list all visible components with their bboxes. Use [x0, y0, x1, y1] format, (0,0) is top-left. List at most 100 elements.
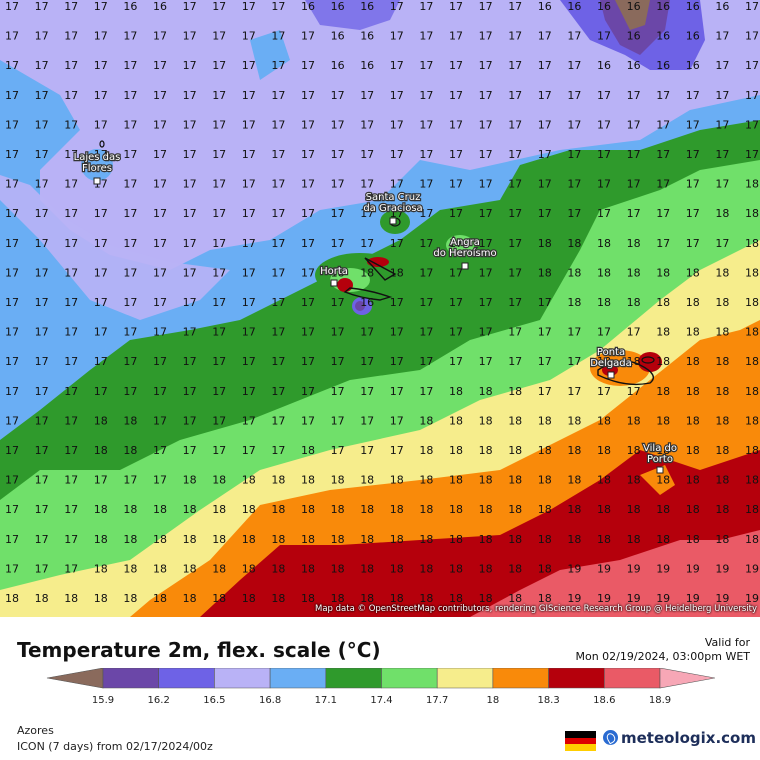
grid-value: 17 [5, 326, 19, 339]
grid-value: 17 [715, 30, 729, 43]
grid-value: 18 [656, 355, 670, 368]
grid-value: 17 [390, 237, 404, 250]
grid-value: 17 [597, 326, 611, 339]
grid-value: 18 [686, 355, 700, 368]
grid-value: 17 [479, 296, 493, 309]
grid-value: 18 [331, 266, 345, 279]
grid-value: 17 [686, 118, 700, 131]
grid-value: 17 [331, 178, 345, 191]
grid-value: 18 [94, 444, 108, 457]
grid-value: 17 [242, 59, 256, 72]
grid-value: 18 [538, 474, 552, 487]
grid-value: 17 [715, 59, 729, 72]
grid-value: 17 [123, 118, 137, 131]
grid-value: 17 [35, 89, 49, 102]
grid-value: 17 [64, 385, 78, 398]
brand-logo[interactable]: meteologix.com [603, 729, 756, 747]
grid-value: 18 [538, 266, 552, 279]
grid-value: 17 [242, 385, 256, 398]
brand-pin-icon [603, 730, 618, 745]
grid-value: 17 [479, 266, 493, 279]
map-title: Temperature 2m, flex. scale (°C) [17, 638, 381, 662]
grid-value: 18 [183, 592, 197, 605]
grid-value: 18 [627, 444, 641, 457]
grid-value: 17 [301, 89, 315, 102]
grid-value: 18 [449, 474, 463, 487]
grid-value: 17 [5, 207, 19, 220]
grid-value: 18 [508, 562, 522, 575]
grid-value: 19 [597, 592, 611, 605]
grid-value: 19 [745, 562, 759, 575]
town-marker[interactable] [656, 466, 664, 474]
grid-value: 18 [745, 444, 759, 457]
grid-value: 17 [271, 326, 285, 339]
legend-tick: 17.1 [314, 695, 337, 706]
grid-value: 18 [597, 237, 611, 250]
grid-value: 17 [183, 207, 197, 220]
grid-value: 18 [390, 503, 404, 516]
grid-value: 17 [567, 118, 581, 131]
map-attribution[interactable]: Map data © OpenStreetMap contributors, r… [315, 604, 757, 614]
town-label: Delgada [590, 358, 632, 369]
weather-map[interactable]: 17 17 17 17 16 16 17 17 17 17 16 16 16 17 17 17 17 17 16 16… [0, 0, 760, 617]
grid-value: 18 [686, 533, 700, 546]
grid-value: 17 [449, 0, 463, 13]
legend-tick: 18.9 [648, 695, 672, 706]
grid-value: 16 [360, 296, 374, 309]
grid-value: 17 [745, 59, 759, 72]
grid-value: 18 [686, 385, 700, 398]
grid-value: 18 [745, 296, 759, 309]
grid-value: 17 [123, 59, 137, 72]
town-marker[interactable] [93, 177, 101, 185]
grid-value: 17 [390, 118, 404, 131]
grid-value: 17 [656, 118, 670, 131]
grid-value: 17 [35, 148, 49, 161]
grid-value: 19 [627, 592, 641, 605]
grid-value: 17 [419, 385, 433, 398]
grid-value: 17 [123, 207, 137, 220]
grid-value: 17 [331, 89, 345, 102]
town-marker[interactable] [330, 279, 338, 287]
grid-value: 17 [212, 118, 226, 131]
grid-value: 18 [508, 385, 522, 398]
grid-value: 18 [390, 562, 404, 575]
brand-name: meteologix.com [621, 729, 756, 747]
grid-value: 18 [360, 266, 374, 279]
grid-value: 17 [35, 118, 49, 131]
grid-value: 17 [745, 118, 759, 131]
grid-value: 16 [686, 30, 700, 43]
grid-value: 17 [271, 0, 285, 13]
grid-value: 18 [331, 562, 345, 575]
grid-value: 18 [686, 444, 700, 457]
grid-value: 19 [656, 562, 670, 575]
grid-value: 18 [449, 503, 463, 516]
grid-value: 18 [479, 503, 493, 516]
grid-value: 18 [627, 474, 641, 487]
grid-value: 18 [656, 474, 670, 487]
town-marker[interactable] [461, 262, 469, 270]
grid-value: 17 [271, 266, 285, 279]
grid-value: 17 [5, 30, 19, 43]
grid-value: 17 [153, 296, 167, 309]
grid-value: 17 [508, 296, 522, 309]
town-marker[interactable] [389, 217, 397, 225]
town-label: Flores [82, 163, 112, 174]
town-marker[interactable] [607, 371, 615, 379]
grid-value: 17 [479, 148, 493, 161]
grid-value: 17 [715, 237, 729, 250]
grid-value: 17 [212, 59, 226, 72]
grid-value: 17 [360, 444, 374, 457]
grid-value: 18 [567, 503, 581, 516]
grid-value: 18 [123, 562, 137, 575]
grid-value: 17 [5, 266, 19, 279]
grid-value: 17 [419, 326, 433, 339]
grid-value: 18 [686, 266, 700, 279]
grid-value: 17 [390, 30, 404, 43]
grid-value: 18 [5, 592, 19, 605]
grid-value: 17 [212, 178, 226, 191]
grid-value: 18 [301, 533, 315, 546]
grid-value: 18 [627, 237, 641, 250]
grid-value: 17 [508, 148, 522, 161]
grid-value: 17 [419, 296, 433, 309]
grid-value: 18 [508, 444, 522, 457]
